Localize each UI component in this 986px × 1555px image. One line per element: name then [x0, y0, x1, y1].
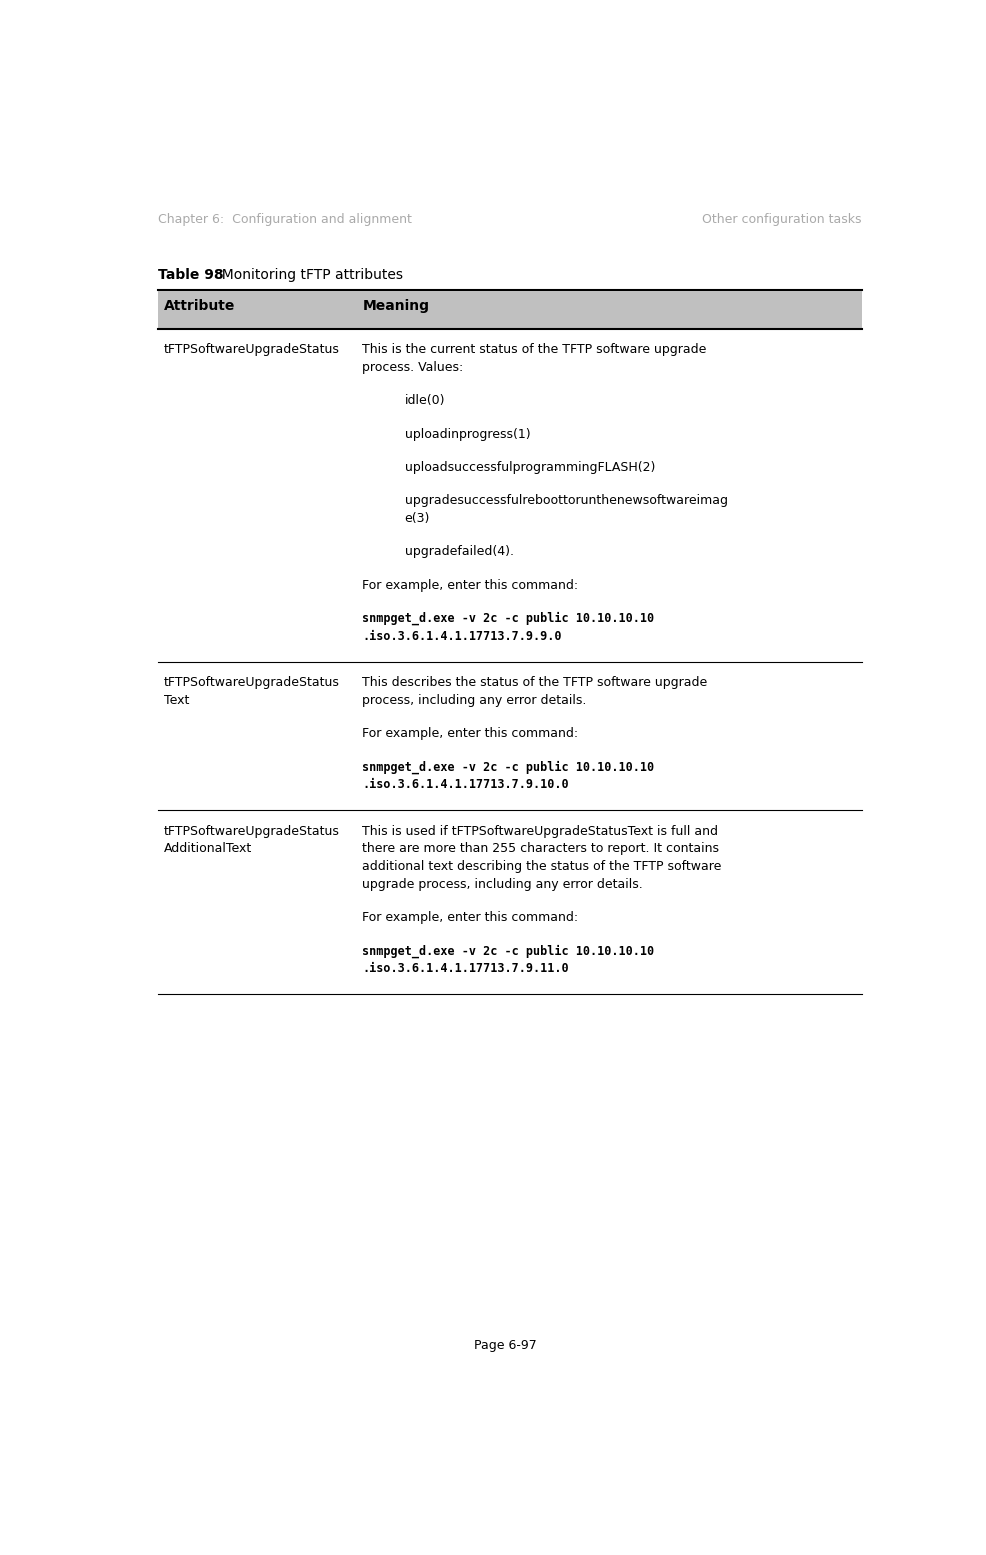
Text: Page 6-97: Page 6-97	[474, 1339, 536, 1353]
Text: process, including any error details.: process, including any error details.	[362, 694, 587, 708]
Text: For example, enter this command:: For example, enter this command:	[362, 911, 578, 924]
Text: uploadinprogress(1): uploadinprogress(1)	[404, 428, 529, 440]
Text: uploadsuccessfulprogrammingFLASH(2): uploadsuccessfulprogrammingFLASH(2)	[404, 460, 655, 474]
Text: upgradefailed(4).: upgradefailed(4).	[404, 546, 513, 558]
Text: there are more than 255 characters to report. It contains: there are more than 255 characters to re…	[362, 843, 719, 855]
Text: snmpget_d.exe -v 2c -c public 10.10.10.10: snmpget_d.exe -v 2c -c public 10.10.10.1…	[362, 613, 654, 625]
FancyBboxPatch shape	[158, 291, 861, 330]
Text: snmpget_d.exe -v 2c -c public 10.10.10.10: snmpget_d.exe -v 2c -c public 10.10.10.1…	[362, 760, 654, 774]
Text: Table 98: Table 98	[158, 267, 223, 281]
Text: process. Values:: process. Values:	[362, 361, 463, 375]
Text: upgradesuccessfulreboottorunthenewsoftwareimag: upgradesuccessfulreboottorunthenewsoftwa…	[404, 494, 727, 507]
Text: snmpget_d.exe -v 2c -c public 10.10.10.10: snmpget_d.exe -v 2c -c public 10.10.10.1…	[362, 944, 654, 958]
Text: For example, enter this command:: For example, enter this command:	[362, 728, 578, 740]
Text: Text: Text	[164, 694, 189, 708]
Text: Chapter 6:  Configuration and alignment: Chapter 6: Configuration and alignment	[158, 213, 411, 225]
Text: .iso.3.6.1.4.1.17713.7.9.10.0: .iso.3.6.1.4.1.17713.7.9.10.0	[362, 778, 569, 791]
Text: This describes the status of the TFTP software upgrade: This describes the status of the TFTP so…	[362, 676, 707, 689]
Text: This is used if tFTPSoftwareUpgradeStatusText is full and: This is used if tFTPSoftwareUpgradeStatu…	[362, 824, 718, 838]
Text: This is the current status of the TFTP software upgrade: This is the current status of the TFTP s…	[362, 344, 706, 356]
Text: tFTPSoftwareUpgradeStatus: tFTPSoftwareUpgradeStatus	[164, 344, 339, 356]
Text: idle(0): idle(0)	[404, 395, 445, 407]
Text: .iso.3.6.1.4.1.17713.7.9.9.0: .iso.3.6.1.4.1.17713.7.9.9.0	[362, 630, 561, 642]
Text: Meaning: Meaning	[362, 299, 429, 313]
Text: AdditionalText: AdditionalText	[164, 843, 251, 855]
Text: Monitoring tFTP attributes: Monitoring tFTP attributes	[213, 267, 402, 281]
Text: upgrade process, including any error details.: upgrade process, including any error det…	[362, 877, 643, 891]
Text: Attribute: Attribute	[164, 299, 235, 313]
Text: additional text describing the status of the TFTP software: additional text describing the status of…	[362, 860, 721, 872]
Text: For example, enter this command:: For example, enter this command:	[362, 578, 578, 591]
Text: tFTPSoftwareUpgradeStatus: tFTPSoftwareUpgradeStatus	[164, 824, 339, 838]
Text: e(3): e(3)	[404, 512, 430, 526]
Text: tFTPSoftwareUpgradeStatus: tFTPSoftwareUpgradeStatus	[164, 676, 339, 689]
Text: .iso.3.6.1.4.1.17713.7.9.11.0: .iso.3.6.1.4.1.17713.7.9.11.0	[362, 963, 569, 975]
Text: Other configuration tasks: Other configuration tasks	[701, 213, 861, 225]
